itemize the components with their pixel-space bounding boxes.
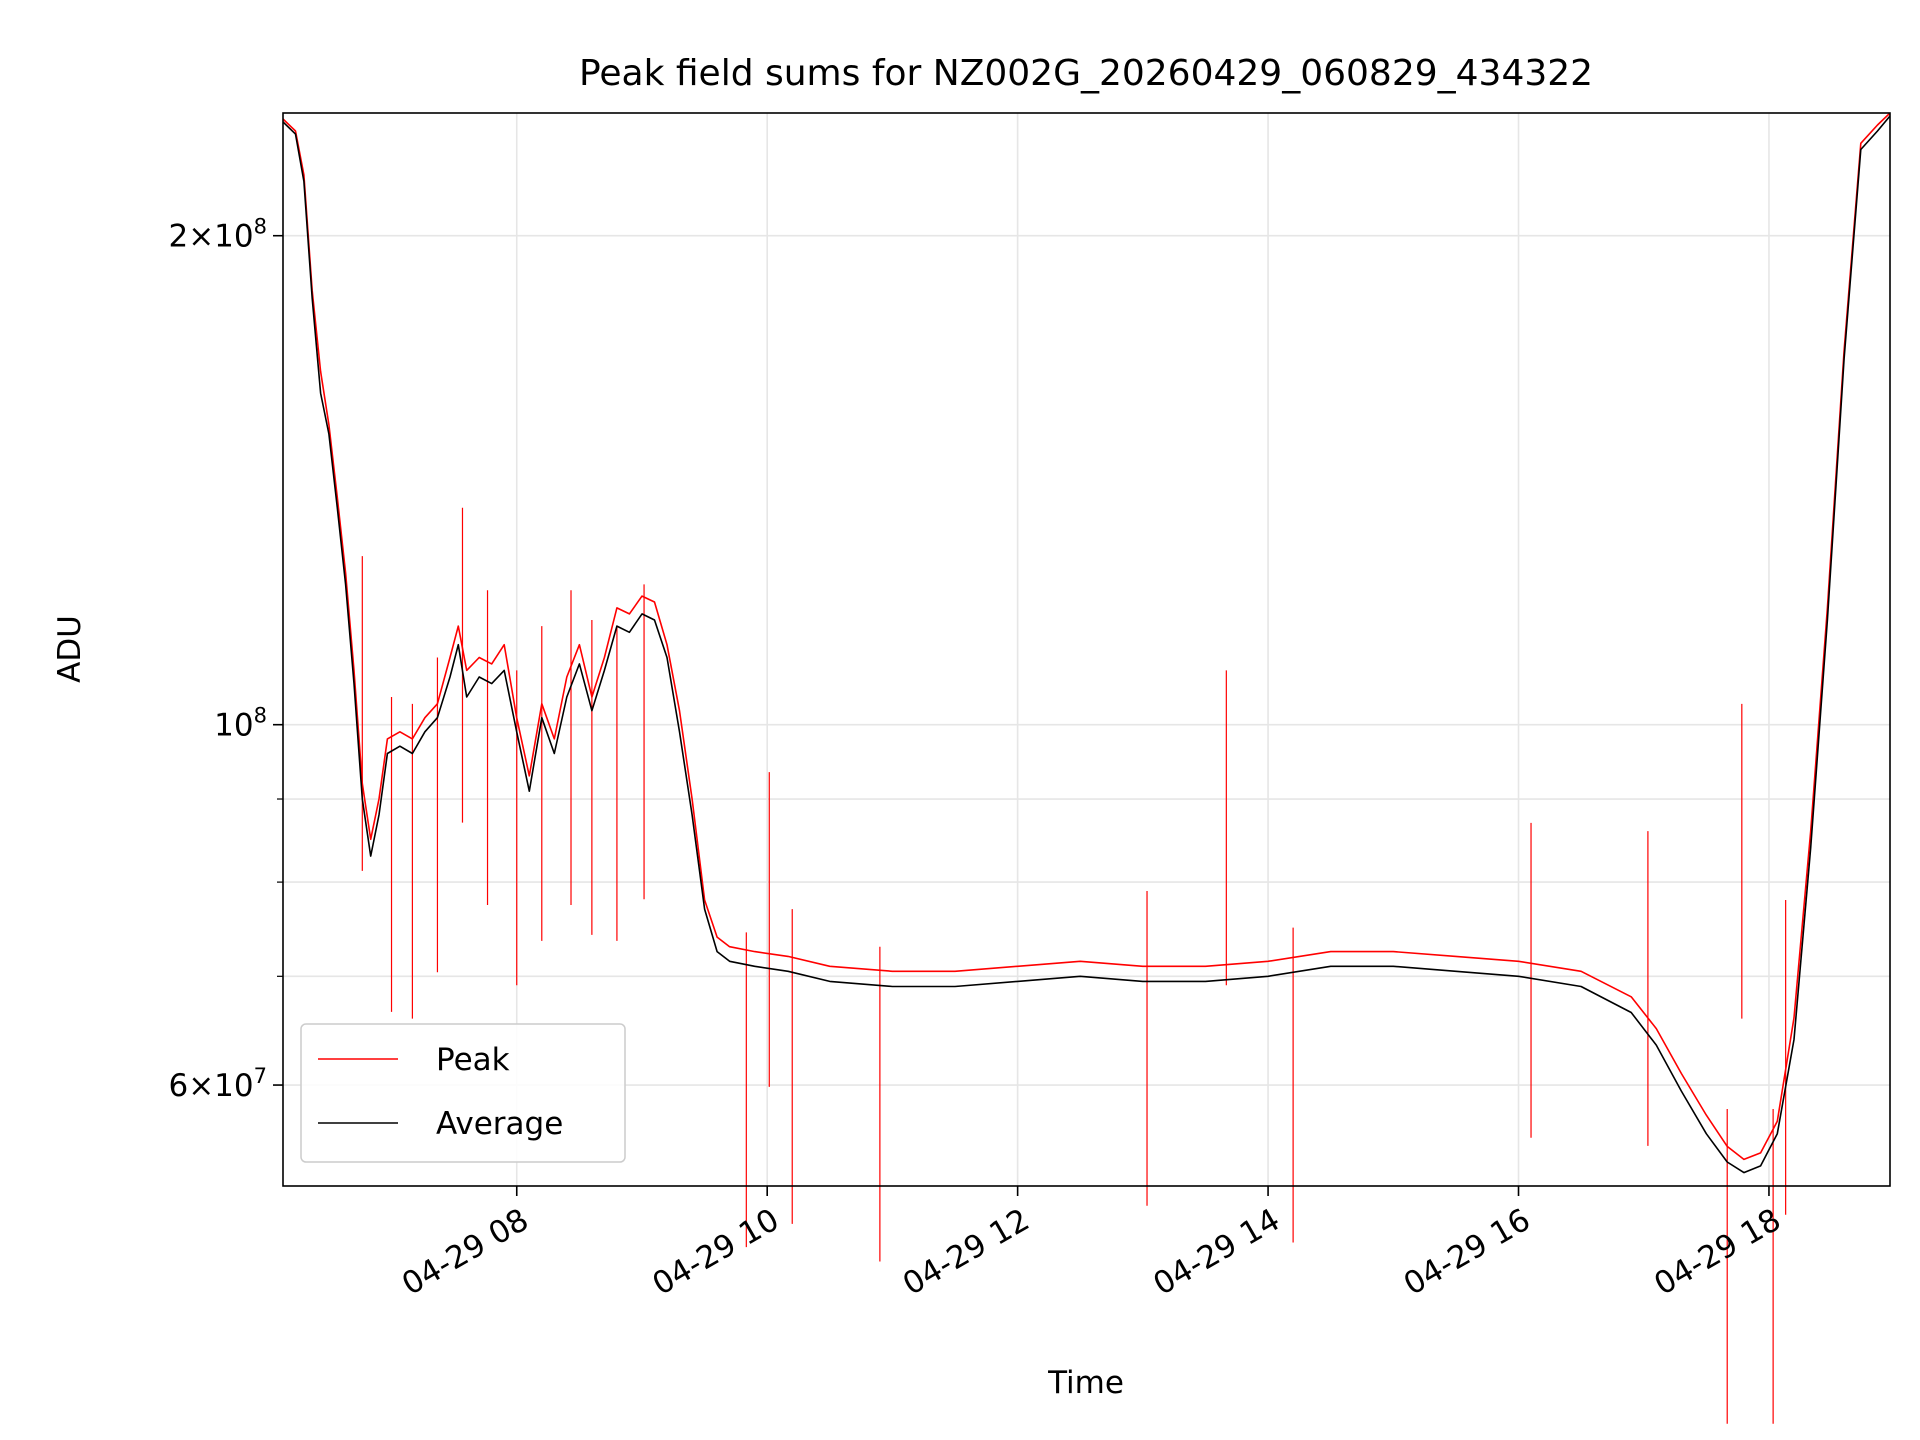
plot-series [282,112,1891,1424]
legend-average-label: Average [436,1106,563,1142]
y-axis-label: ADU [52,615,88,683]
legend-peak-label: Peak [436,1042,510,1078]
y-tick-label-2: 2×108 [168,215,267,255]
series-peak-line [282,112,1891,1161]
plot-frame [282,112,1891,1187]
legend: Peak Average [300,1023,626,1163]
y-tick-label-0: 6×107 [168,1064,267,1104]
x-axis-label: Time [1047,1365,1124,1401]
chart-title: Peak field sums for NZ002G_20260429_0608… [579,53,1593,94]
series-average-line [282,115,1891,1174]
